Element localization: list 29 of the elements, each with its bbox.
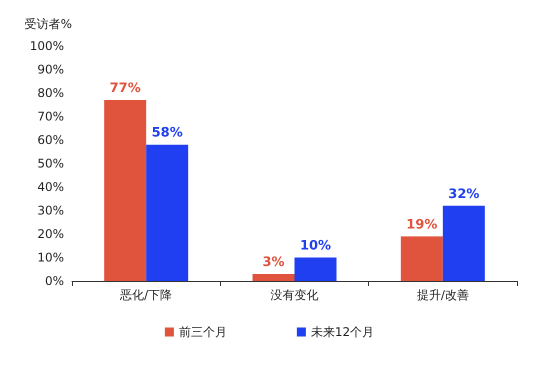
y-tick-label: 100%	[30, 39, 64, 53]
bar	[252, 274, 294, 281]
data-label: 3%	[262, 254, 285, 270]
y-tick-label: 40%	[37, 180, 64, 194]
y-tick-label: 80%	[37, 86, 64, 100]
data-label: 19%	[406, 217, 438, 232]
data-label: 58%	[152, 126, 183, 141]
y-tick-label: 30%	[37, 204, 64, 218]
legend-label: 前三个月	[178, 325, 227, 339]
x-tick-label: 提升/改善	[416, 288, 469, 302]
bar	[294, 258, 336, 281]
data-label: 10%	[300, 238, 332, 254]
bar	[104, 100, 146, 281]
data-label: 32%	[448, 186, 480, 202]
y-tick-label: 10%	[37, 250, 64, 264]
y-tick-label: 0%	[44, 274, 64, 288]
y-tick-label: 90%	[37, 62, 64, 76]
data-label: 77%	[110, 81, 141, 96]
y-tick-label: 50%	[37, 156, 64, 170]
y-tick-label: 70%	[37, 110, 64, 124]
legend-label: 未来12个月	[310, 325, 374, 339]
x-tick-label: 恶化/下降	[119, 288, 172, 302]
bar	[146, 144, 188, 281]
y-tick-label: 60%	[37, 133, 64, 147]
y-tick-label: 20%	[37, 227, 64, 241]
bar	[400, 236, 443, 281]
bar	[442, 206, 485, 281]
y-axis-title: 受访者%	[24, 17, 72, 31]
x-tick-label: 没有变化	[270, 288, 318, 302]
